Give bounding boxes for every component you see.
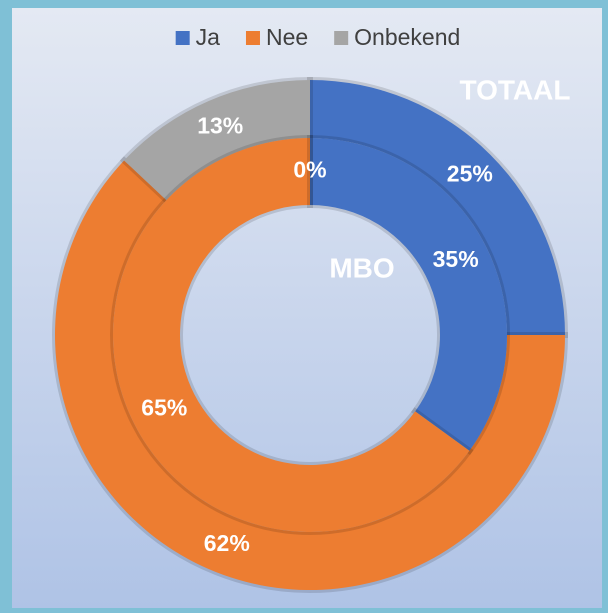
donut-segment (119, 76, 313, 205)
legend-label: Onbekend (354, 24, 460, 50)
legend-swatch (175, 31, 190, 45)
rings: 25% 62% 13% TOTAAL 35% 65% 0% MBO (52, 74, 571, 593)
legend-label: Ja (196, 24, 221, 50)
data-label: 62% (204, 530, 250, 556)
data-label: 13% (197, 113, 243, 139)
legend-label: Nee (266, 24, 308, 50)
series-label: MBO (329, 252, 394, 283)
legend-swatch (334, 31, 349, 45)
data-label: 25% (447, 160, 493, 186)
data-label: 35% (433, 246, 479, 272)
legend-swatch (245, 31, 260, 45)
donut-segment (307, 134, 510, 455)
data-label: 0% (293, 157, 326, 183)
legend: Ja Nee Onbekend (175, 24, 460, 50)
donut-segment (110, 134, 474, 535)
data-label: 65% (141, 394, 187, 420)
series-label: TOTAAL (460, 74, 571, 105)
